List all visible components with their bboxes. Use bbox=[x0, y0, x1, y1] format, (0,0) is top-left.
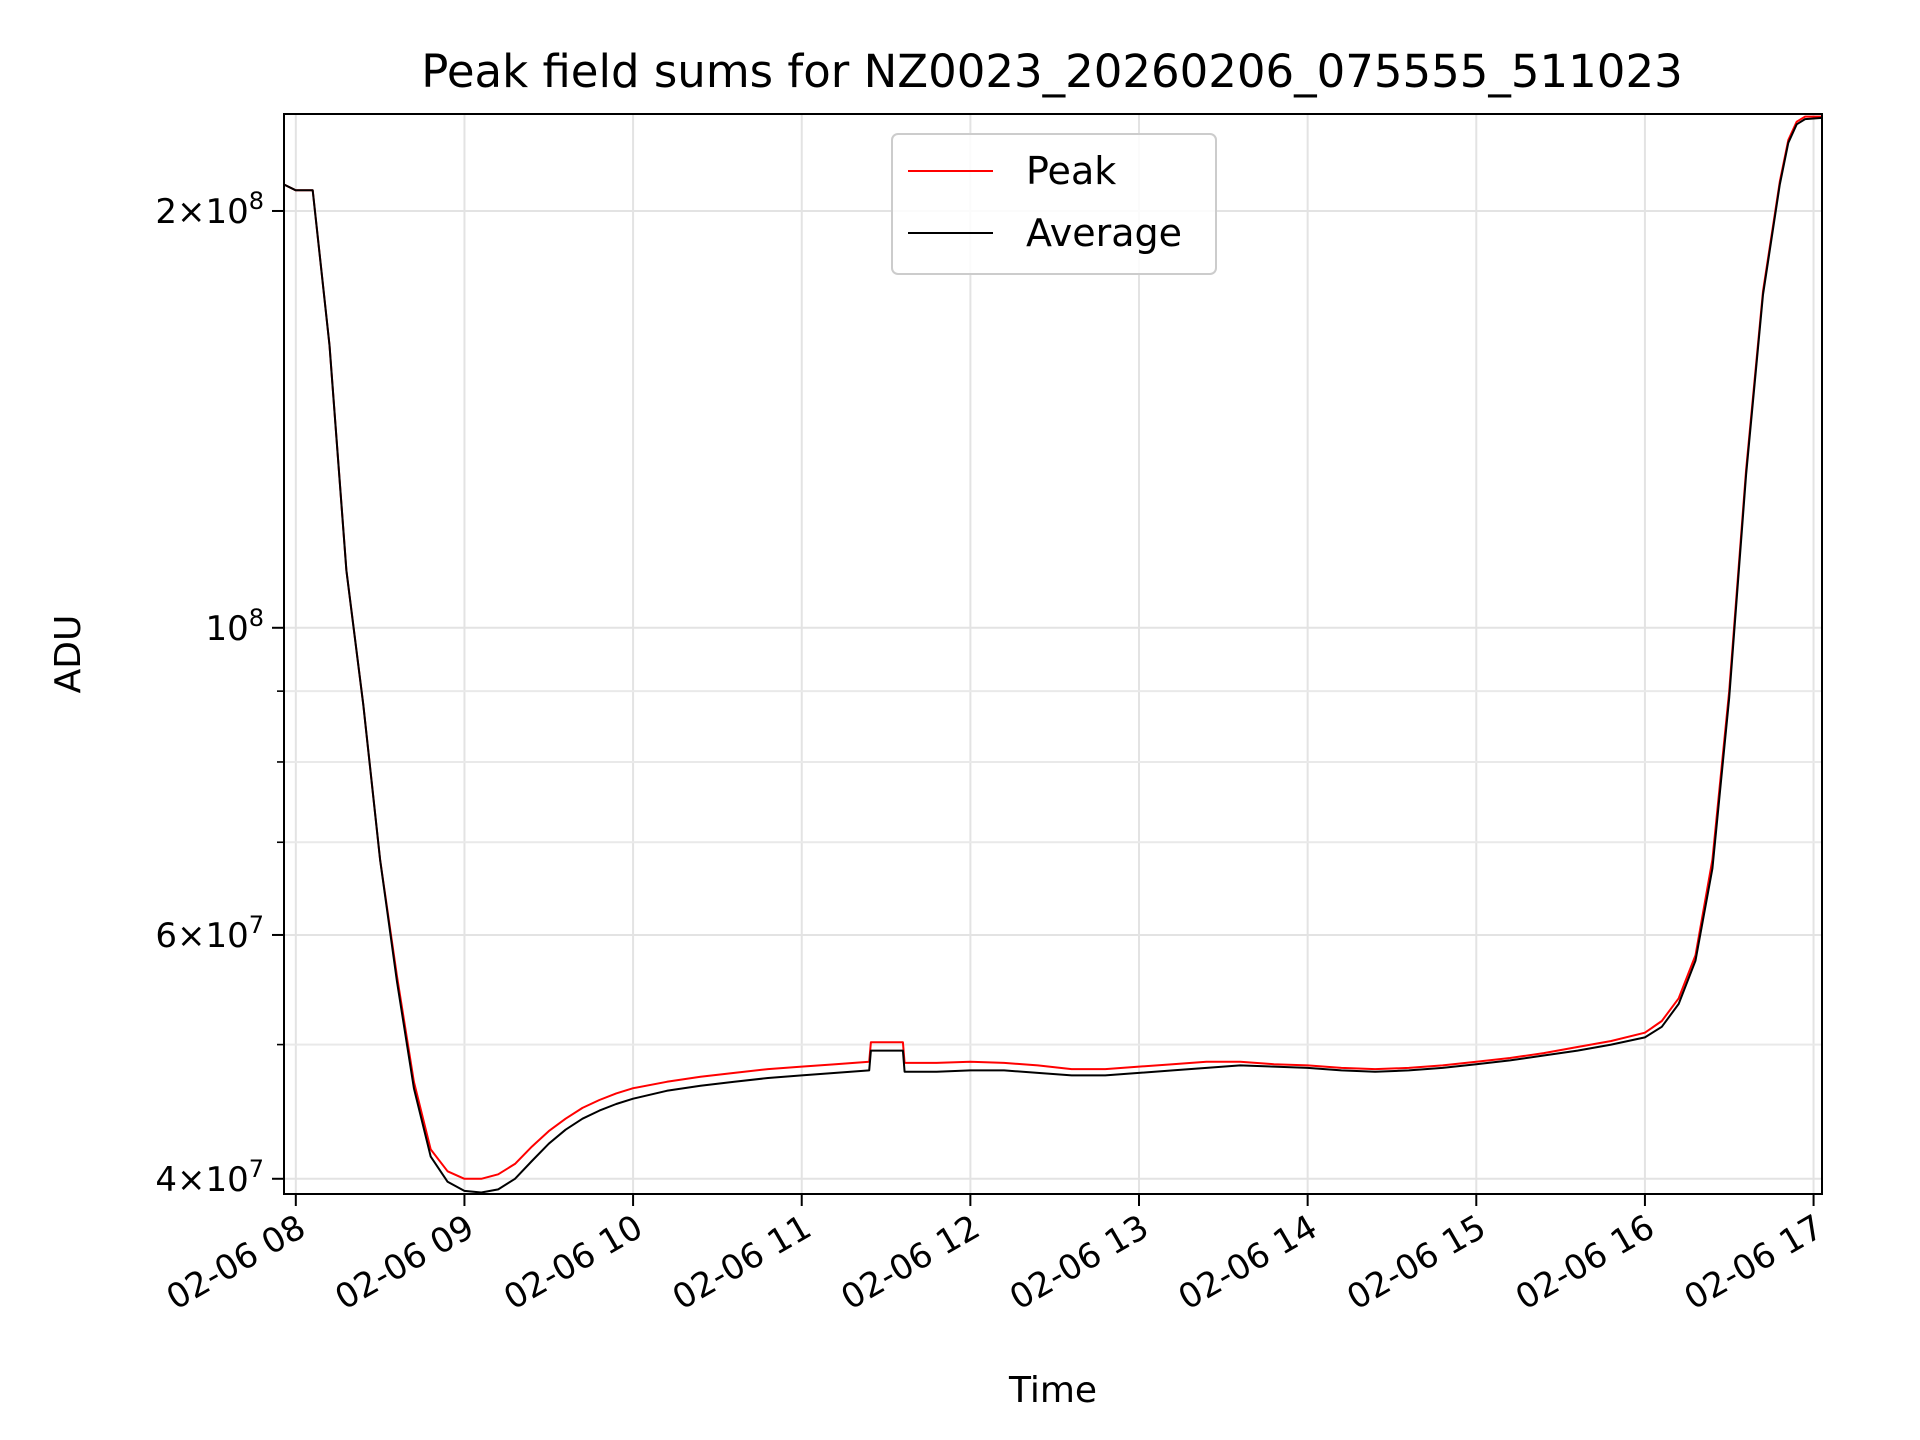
y-axis: 4×107 6×107 108 2×108 bbox=[155, 187, 284, 1200]
legend-label-peak: Peak bbox=[1026, 149, 1116, 193]
legend: Peak Average bbox=[891, 133, 1217, 275]
y-tick-label: 6×107 bbox=[155, 911, 264, 956]
series-line-peak bbox=[284, 115, 1822, 1180]
series-layer bbox=[284, 115, 1822, 1194]
series-line-average bbox=[284, 116, 1822, 1194]
x-axis-title: Time bbox=[1008, 1370, 1097, 1411]
plot-frame bbox=[283, 113, 1823, 1195]
chart-title: Peak field sums for NZ0023_20260206_0755… bbox=[421, 45, 1682, 98]
legend-box bbox=[891, 133, 1217, 275]
y-tick-label: 2×108 bbox=[155, 187, 264, 232]
y-tick-label: 108 bbox=[205, 604, 264, 649]
y-tick-label: 4×107 bbox=[155, 1155, 264, 1200]
y-axis-title: ADU bbox=[48, 615, 89, 694]
legend-label-average: Average bbox=[1026, 211, 1182, 255]
